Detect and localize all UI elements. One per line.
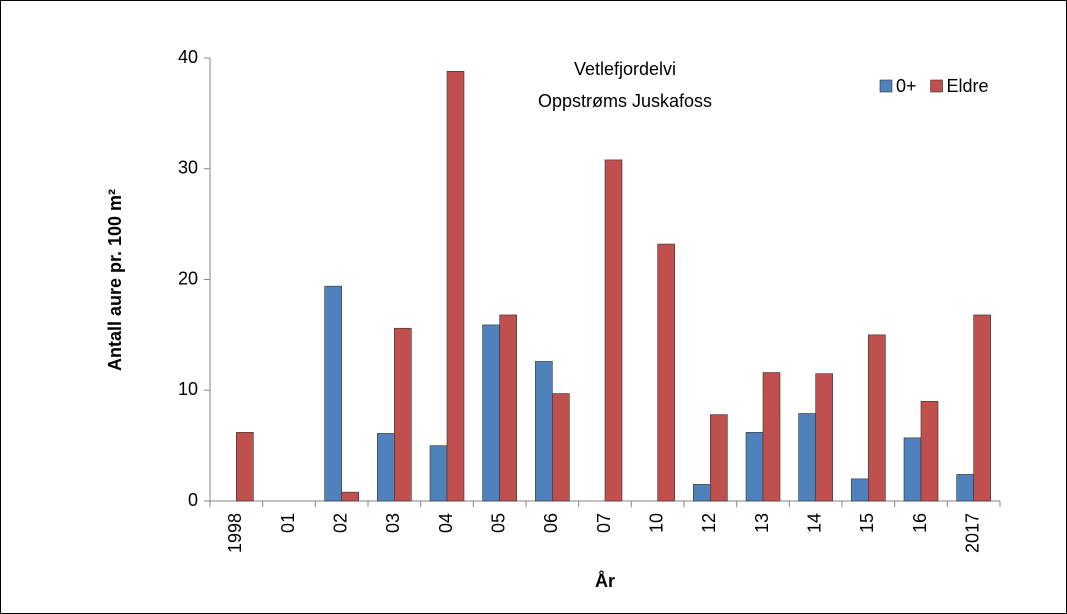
bar — [973, 314, 991, 502]
bar — [815, 373, 833, 502]
x-tick-label: 13 — [752, 513, 772, 533]
bar — [482, 324, 500, 502]
bar — [868, 334, 886, 502]
bar — [956, 474, 974, 502]
bar — [394, 327, 412, 502]
bar — [446, 70, 465, 502]
x-tick-label: 15 — [857, 513, 877, 533]
bar — [920, 401, 939, 502]
x-tick-label: 16 — [910, 513, 930, 533]
x-tick-label: 12 — [699, 513, 719, 533]
y-tick-label: 40 — [178, 47, 198, 67]
bar — [693, 484, 711, 502]
x-tick-label: 2017 — [962, 513, 982, 553]
bar — [745, 432, 764, 502]
bar — [798, 413, 816, 502]
bar — [762, 372, 781, 502]
x-tick-label: 05 — [488, 513, 508, 533]
bar — [535, 361, 553, 502]
legend-label: Eldre — [947, 76, 989, 96]
y-axis-label: Antall aure pr. 100 m² — [105, 189, 125, 371]
legend-label: 0+ — [896, 76, 917, 96]
bar — [657, 243, 675, 502]
x-tick-label: 1998 — [225, 513, 245, 553]
bar — [499, 314, 517, 502]
x-tick-label: 14 — [804, 513, 824, 533]
x-axis-label: År — [595, 571, 615, 591]
bar — [604, 159, 623, 502]
chart-title: Vetlefjordelvi — [574, 59, 676, 79]
x-tick-label: 10 — [646, 513, 666, 533]
bar — [377, 433, 395, 502]
bar — [324, 285, 342, 502]
bar — [236, 432, 254, 502]
y-tick-label: 20 — [178, 268, 198, 288]
legend-swatch — [879, 79, 893, 93]
x-tick-label: 04 — [436, 513, 456, 533]
legend-swatch — [930, 79, 943, 93]
x-tick-label: 01 — [278, 513, 298, 533]
x-tick-label: 06 — [541, 513, 561, 533]
bar — [429, 445, 448, 502]
bar — [851, 478, 869, 502]
y-tick-label: 10 — [178, 379, 198, 399]
bar — [710, 414, 728, 502]
x-tick-label: 02 — [330, 513, 350, 533]
y-tick-label: 30 — [178, 158, 198, 178]
bar — [903, 437, 922, 502]
bar — [341, 491, 359, 502]
x-tick-label: 03 — [383, 513, 403, 533]
bar — [552, 393, 570, 502]
x-tick-label: 07 — [594, 513, 614, 533]
chart-subtitle: Oppstrøms Juskafoss — [538, 91, 712, 111]
y-tick-label: 0 — [188, 490, 198, 510]
